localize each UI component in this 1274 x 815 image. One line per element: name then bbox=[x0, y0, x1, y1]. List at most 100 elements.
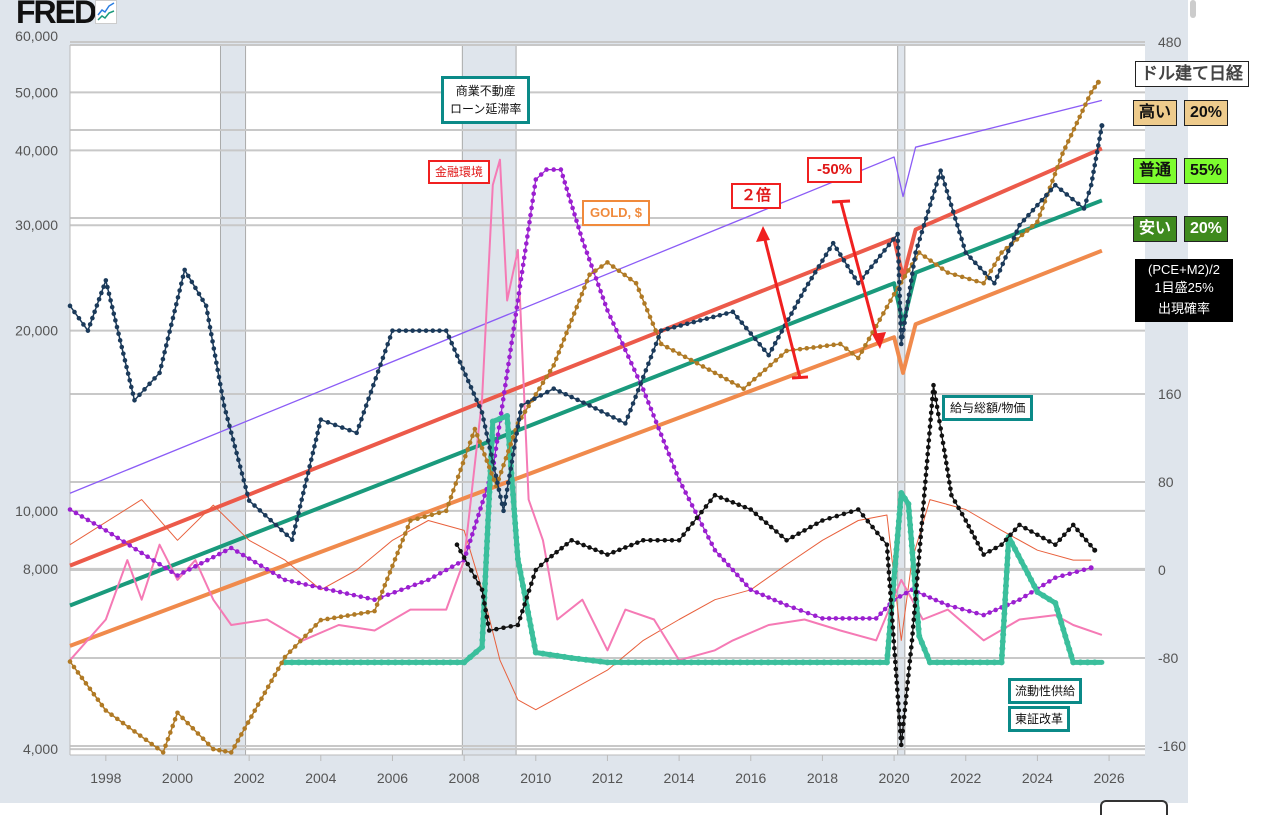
data-point-gold-usd bbox=[325, 616, 330, 622]
data-point-gold-usd bbox=[120, 720, 126, 726]
data-point-rate-purple-dotted bbox=[508, 347, 513, 353]
data-point-nikkei-usd bbox=[76, 315, 82, 321]
data-point-nikkei-usd bbox=[443, 328, 449, 333]
data-point-wages-over-prices-black bbox=[890, 625, 896, 630]
data-point-rate-purple-dotted bbox=[611, 321, 616, 326]
data-point-nikkei-usd bbox=[137, 392, 142, 398]
data-point-gold-usd bbox=[143, 737, 149, 743]
data-point-liquidity-supply-teal bbox=[1012, 546, 1019, 553]
data-point-nikkei-usd bbox=[452, 347, 457, 352]
data-point-nikkei-usd bbox=[430, 328, 436, 333]
data-point-rate-purple-dotted bbox=[726, 562, 731, 568]
data-point-wages-over-prices-black bbox=[922, 486, 928, 491]
data-point-wages-over-prices-black bbox=[855, 507, 861, 512]
x-axis-tick-label: 2004 bbox=[305, 770, 336, 786]
data-point-liquidity-supply-teal bbox=[1003, 575, 1010, 582]
data-point-rate-purple-dotted bbox=[784, 602, 789, 608]
data-point-rate-purple-dotted bbox=[521, 255, 527, 261]
data-point-liquidity-supply-teal bbox=[667, 659, 674, 666]
data-point-rate-purple-dotted bbox=[493, 446, 499, 452]
left-axis-tick-label: 50,000 bbox=[15, 84, 58, 100]
data-point-wages-over-prices-black bbox=[485, 621, 491, 627]
data-point-nikkei-usd bbox=[1070, 196, 1075, 202]
data-point-liquidity-supply-teal bbox=[530, 636, 537, 643]
data-point-nikkei-usd bbox=[417, 328, 422, 333]
data-point-wages-over-prices-black bbox=[895, 687, 900, 692]
data-point-nikkei-usd bbox=[665, 326, 671, 332]
data-point-nikkei-usd bbox=[961, 243, 966, 249]
data-point-rate-purple-dotted bbox=[664, 445, 669, 450]
legend-note-line: 出現確率 bbox=[1157, 301, 1210, 316]
data-point-rate-purple-dotted bbox=[873, 616, 879, 621]
data-point-rate-purple-dotted bbox=[97, 524, 103, 530]
data-point-liquidity-supply-teal bbox=[426, 659, 433, 666]
data-point-gold-usd bbox=[377, 595, 382, 601]
data-point-nikkei-usd bbox=[617, 418, 622, 423]
legend-value: 20% bbox=[1184, 100, 1229, 126]
data-point-gold-usd bbox=[272, 672, 278, 678]
data-point-gold-usd bbox=[838, 341, 843, 347]
data-point-nikkei-usd bbox=[587, 403, 592, 408]
data-point-wages-over-prices-black bbox=[941, 447, 947, 453]
left-axis-tick-label: 4,000 bbox=[23, 741, 58, 757]
data-point-liquidity-supply-teal bbox=[385, 659, 392, 666]
data-point-nikkei-usd bbox=[855, 280, 861, 286]
data-point-gold-usd bbox=[358, 611, 364, 616]
data-point-liquidity-supply-teal bbox=[371, 659, 378, 666]
data-point-gold-usd bbox=[114, 716, 120, 722]
data-point-rate-purple-dotted bbox=[709, 541, 714, 547]
data-point-wages-over-prices-black bbox=[468, 568, 474, 573]
data-point-wages-over-prices-black bbox=[923, 479, 928, 485]
data-point-rate-purple-dotted bbox=[73, 510, 79, 516]
data-point-gold-usd bbox=[647, 314, 653, 320]
data-point-liquidity-supply-teal bbox=[1004, 554, 1011, 561]
data-point-wages-over-prices-black bbox=[904, 686, 910, 692]
data-point-gold-usd bbox=[1080, 108, 1085, 114]
data-point-nikkei-usd bbox=[105, 284, 110, 290]
data-point-wages-over-prices-black bbox=[893, 666, 899, 672]
data-point-nikkei-usd bbox=[294, 517, 300, 522]
data-point-wages-over-prices-black bbox=[520, 608, 525, 614]
data-point-nikkei-usd bbox=[506, 480, 511, 486]
data-point-gold-usd bbox=[395, 550, 400, 556]
data-point-liquidity-supply-teal bbox=[855, 659, 862, 666]
data-point-nikkei-usd bbox=[182, 267, 187, 273]
arrow-minus-50 bbox=[831, 199, 886, 349]
data-point-liquidity-supply-teal bbox=[433, 659, 440, 666]
data-point-rate-purple-dotted bbox=[593, 276, 599, 281]
data-point-gold-usd bbox=[95, 697, 101, 702]
data-point-wages-over-prices-black bbox=[924, 465, 929, 471]
data-point-liquidity-supply-teal bbox=[525, 609, 532, 616]
data-point-rate-purple-dotted bbox=[79, 514, 85, 519]
data-point-wages-over-prices-black bbox=[522, 602, 527, 607]
scrollbar[interactable] bbox=[1190, 0, 1196, 18]
data-point-liquidity-supply-teal bbox=[955, 659, 962, 666]
data-point-nikkei-usd bbox=[977, 265, 983, 271]
data-point-liquidity-supply-teal bbox=[625, 659, 632, 666]
data-point-nikkei-usd bbox=[501, 508, 506, 514]
data-point-wages-over-prices-black bbox=[999, 542, 1004, 547]
chart-control-button[interactable] bbox=[1100, 800, 1168, 815]
data-point-nikkei-usd bbox=[1064, 192, 1070, 197]
data-point-gold-usd bbox=[262, 690, 268, 696]
data-point-rate-purple-dotted bbox=[511, 326, 516, 332]
data-point-nikkei-usd bbox=[776, 335, 781, 340]
data-point-gold-usd bbox=[472, 426, 478, 432]
data-point-rate-purple-dotted bbox=[472, 525, 477, 531]
data-point-nikkei-usd bbox=[798, 293, 804, 299]
data-point-rate-purple-dotted bbox=[754, 590, 760, 595]
data-point-nikkei-usd bbox=[167, 329, 172, 335]
data-point-nikkei-usd bbox=[897, 286, 902, 292]
data-point-rate-purple-dotted bbox=[952, 604, 958, 610]
data-point-liquidity-supply-teal bbox=[489, 425, 496, 432]
data-point-liquidity-supply-teal bbox=[611, 659, 618, 666]
data-point-liquidity-supply-teal bbox=[1060, 626, 1067, 633]
data-point-liquidity-supply-teal bbox=[357, 659, 364, 666]
data-point-rate-purple-dotted bbox=[467, 538, 473, 544]
fred-logo[interactable]: FRED bbox=[16, 0, 97, 30]
data-point-gold-usd bbox=[922, 254, 928, 259]
data-point-nikkei-usd bbox=[211, 346, 217, 351]
data-point-wages-over-prices-black bbox=[952, 499, 958, 504]
chart-line-icon bbox=[95, 0, 117, 24]
data-point-wages-over-prices-black bbox=[912, 603, 918, 609]
